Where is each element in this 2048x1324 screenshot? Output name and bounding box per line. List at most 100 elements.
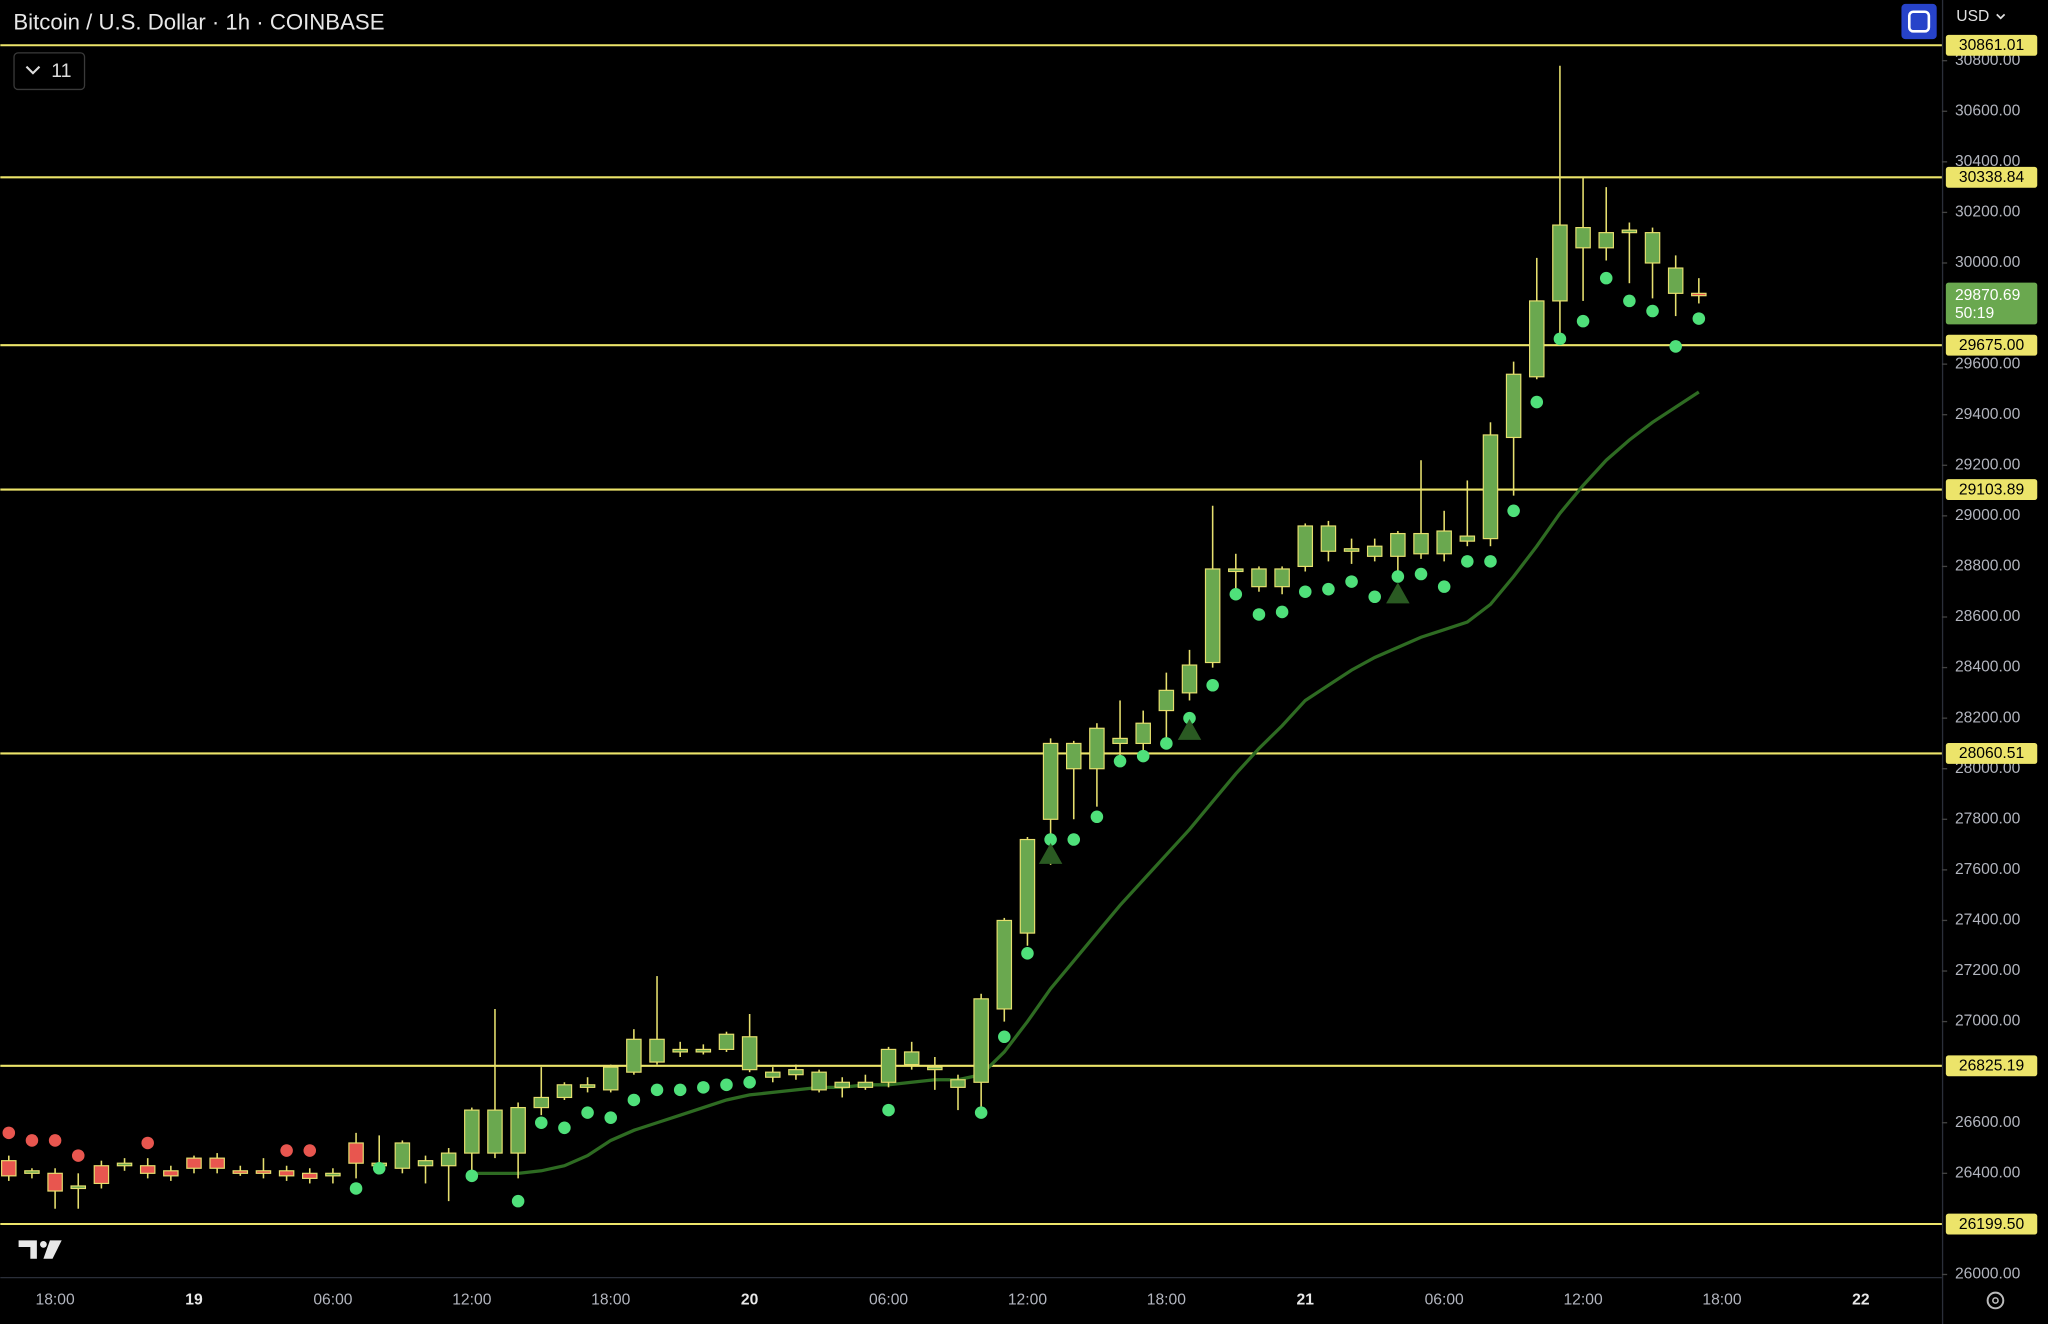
sar-dot [1414, 567, 1428, 581]
sar-dot [1275, 605, 1289, 619]
candle-body [1598, 232, 1614, 249]
settings-button[interactable] [1986, 1291, 2005, 1310]
candle-body [579, 1084, 596, 1088]
candle-body [1135, 722, 1151, 745]
x-tick-label: 19 [185, 1292, 203, 1309]
candle-body [440, 1152, 457, 1167]
sar-dot [141, 1136, 154, 1150]
logo-part [18, 1240, 37, 1259]
price-line-label-box [1945, 1213, 2038, 1235]
price-line-label-box [1945, 334, 2038, 356]
y-tick-label: 30400.00 [1955, 153, 2021, 170]
candle-body [1390, 532, 1406, 557]
y-tick-label: 27000.00 [1955, 1013, 2021, 1030]
y-tick-label: 27800.00 [1955, 810, 2021, 827]
candle-body [255, 1170, 272, 1174]
sar-dot [1090, 810, 1104, 824]
sar-dot [372, 1161, 386, 1175]
candle-body [1158, 689, 1175, 712]
currency-chevron [1996, 13, 2006, 20]
y-tick-label: 29400.00 [1955, 406, 2021, 423]
y-tick-label: 30800.00 [1955, 52, 2021, 69]
y-tick-label: 28400.00 [1955, 659, 2021, 676]
sar-dot [1576, 314, 1590, 328]
candle-body [1505, 373, 1522, 439]
sar-dot [974, 1106, 988, 1119]
sar-dot [1484, 555, 1497, 568]
price-line-label: 30338.84 [1959, 169, 2025, 186]
candle-body [811, 1071, 827, 1091]
x-tick-label: 18:00 [36, 1292, 75, 1309]
logo-part [40, 1240, 47, 1248]
x-tick-label: 06:00 [1425, 1292, 1464, 1309]
sar-dot [1507, 504, 1520, 518]
fullscreen-button[interactable] [1901, 3, 1937, 40]
y-tick-label: 26400.00 [1955, 1164, 2021, 1181]
candle-body [510, 1106, 526, 1154]
candle-body [765, 1071, 781, 1078]
sar-dot [604, 1111, 617, 1124]
x-tick-label: 06:00 [869, 1292, 908, 1309]
x-tick-label: 12:00 [1563, 1292, 1602, 1309]
sar-dot [1229, 587, 1243, 601]
candle-body [973, 998, 989, 1083]
sar-dot [1345, 575, 1358, 588]
candle-body [70, 1185, 87, 1190]
sar-dot [1067, 833, 1081, 846]
candle-body [325, 1172, 341, 1177]
x-tick-label: 18:00 [1702, 1292, 1741, 1309]
x-tick-label: 21 [1297, 1292, 1315, 1309]
last-price-label: 29870.69 [1955, 287, 2020, 304]
currency-label[interactable]: USD [1956, 8, 1989, 25]
candle-body [741, 1036, 758, 1071]
y-tick-label: 26600.00 [1955, 1114, 2021, 1131]
sar-dot [1252, 608, 1266, 621]
indicator-count: 11 [51, 60, 71, 82]
candle-body [996, 919, 1013, 1010]
y-tick-label: 26000.00 [1955, 1266, 2021, 1283]
indicator-toggle[interactable]: 11 [13, 52, 86, 91]
price-line-label: 26825.19 [1959, 1058, 2024, 1075]
candle-body [163, 1170, 179, 1177]
price-line-label-box [1945, 479, 2038, 501]
currency-menu[interactable]: USD [1956, 8, 2006, 25]
y-tick-label: 27200.00 [1955, 962, 2021, 979]
candle-body [1181, 664, 1198, 694]
candle-body [1621, 229, 1638, 234]
x-tick-label: 20 [741, 1292, 759, 1309]
candle-body [556, 1084, 573, 1099]
sar-dot [1391, 570, 1405, 583]
candle-body [1667, 267, 1684, 294]
countdown-label: 50:19 [1955, 305, 1994, 322]
candle-body [394, 1142, 411, 1169]
price-line-label: 30861.01 [1959, 37, 2024, 54]
candle-body [47, 1172, 63, 1192]
candle-body [1112, 737, 1128, 745]
plot-area [0, 44, 1942, 1226]
candle-body [927, 1066, 943, 1071]
sar-dot [1669, 340, 1682, 353]
candle-body [1042, 742, 1059, 820]
sar-dot [1692, 312, 1706, 325]
candle-body [1413, 532, 1429, 555]
candle-body [209, 1157, 225, 1169]
sar-dot [743, 1076, 756, 1089]
candle-body [718, 1033, 735, 1050]
sar-dot [25, 1134, 39, 1147]
settings-icon[interactable] [1986, 1291, 2005, 1310]
indicator-toggle-box[interactable] [13, 52, 86, 91]
price-line-label: 26199.50 [1959, 1216, 2025, 1233]
sar-dot [280, 1144, 293, 1157]
sar-dot [1646, 304, 1659, 318]
x-tick-label: 18:00 [591, 1292, 630, 1309]
candle-body [1691, 292, 1707, 297]
candle-body [834, 1081, 851, 1088]
candle-body [116, 1162, 133, 1167]
candle-body [1228, 568, 1244, 573]
candle-body [695, 1048, 712, 1053]
candle-body [1459, 535, 1476, 542]
candle-body [186, 1157, 202, 1169]
fullscreen-button-box[interactable] [1901, 3, 1937, 40]
